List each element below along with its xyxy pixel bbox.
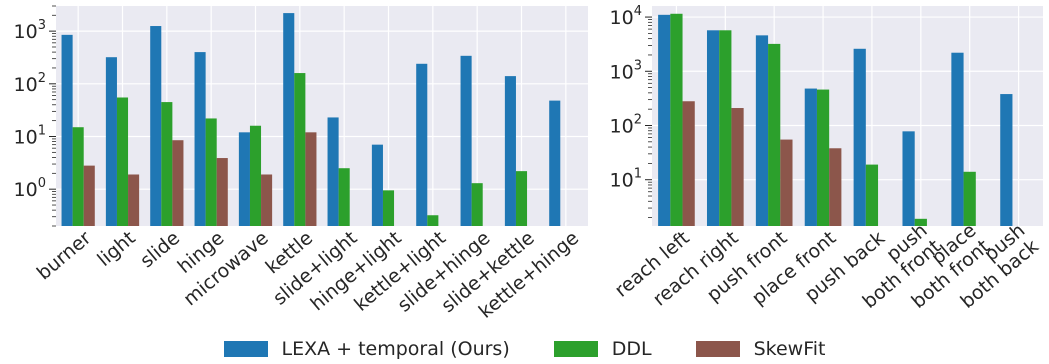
x-tick-label: light [93, 227, 139, 271]
bar-lexa-temporal-ours--slide-kettle [504, 76, 516, 226]
bar-lexa-temporal-ours--slide [150, 26, 162, 227]
bar-skewfit-hinge [216, 158, 228, 226]
legend-item-skewfit: SkewFit [695, 338, 826, 360]
bar-ddl-reach-right [719, 30, 732, 227]
legend-label-skewfit: SkewFit [753, 338, 826, 360]
y-tick-label: 103 [610, 58, 642, 83]
bar-lexa-temporal-ours--burner [61, 34, 73, 226]
bar-ddl-hinge-light [382, 190, 395, 226]
bar-ddl-hinge [205, 118, 217, 226]
legend-swatch-skewfit [695, 341, 740, 357]
bar-ddl-burner [72, 127, 84, 226]
legend: LEXA + temporal (Ours) DDL SkewFit [0, 334, 1049, 364]
bar-ddl-slide [161, 102, 173, 226]
legend-swatch-ddl [553, 341, 598, 357]
bar-lexa-temporal-ours--push-both-back [1000, 94, 1013, 226]
bar-ddl-light [116, 97, 129, 227]
bar-skewfit-push-front [780, 139, 793, 226]
y-tick-label: 101 [14, 123, 46, 148]
bar-lexa-temporal-ours--slide-hinge [460, 55, 472, 227]
bar-lexa-temporal-ours--reach-right [706, 30, 720, 227]
bar-ddl-kettle [294, 73, 306, 226]
bar-lexa-temporal-ours--kettle [283, 13, 295, 226]
y-tick-label: 102 [14, 71, 46, 96]
legend-label-lexa: LEXA + temporal (Ours) [281, 338, 510, 360]
bar-ddl-slide-light [338, 168, 350, 226]
bar-ddl-kettle-light [427, 215, 439, 226]
bar-lexa-temporal-ours--hinge-light [371, 144, 383, 226]
bar-skewfit-place-front [829, 148, 842, 226]
y-tick-label: 100 [14, 176, 46, 201]
bar-lexa-temporal-ours--push-back [853, 48, 866, 226]
bar-skewfit-reach-right [731, 108, 744, 226]
bar-ddl-slide-kettle [515, 171, 528, 226]
legend-label-ddl: DDL [611, 338, 652, 360]
bar-lexa-temporal-ours--kettle-light [416, 63, 428, 227]
bar-ddl-push-both-front [914, 218, 927, 226]
bar-skewfit-reach-left [682, 101, 695, 226]
bar-ddl-place-both-front [963, 171, 976, 226]
bar-ddl-slide-hinge [471, 183, 483, 226]
bar-skewfit-kettle [305, 132, 317, 226]
x-tick-label: burner [33, 227, 96, 285]
bar-skewfit-burner [83, 165, 95, 226]
bar-ddl-reach-left [670, 13, 683, 227]
y-tick-label: 104 [610, 4, 642, 29]
left-bar-chart: 100101102103burnerlightslidehingemicrowa… [14, 5, 588, 323]
bar-lexa-temporal-ours--place-front [804, 88, 817, 226]
bar-lexa-temporal-ours--hinge [194, 52, 206, 226]
y-tick-label: 103 [14, 18, 46, 43]
legend-item-lexa: LEXA + temporal (Ours) [223, 338, 510, 360]
bar-ddl-push-back [865, 164, 879, 226]
legend-item-ddl: DDL [553, 338, 652, 360]
bar-lexa-temporal-ours--reach-left [658, 14, 671, 227]
bar-lexa-temporal-ours--push-both-front [902, 131, 915, 226]
y-tick-label: 101 [610, 167, 642, 192]
bar-lexa-temporal-ours--microwave [238, 132, 250, 226]
bar-ddl-microwave [249, 125, 262, 226]
bar-lexa-temporal-ours--push-front [755, 35, 769, 226]
bar-skewfit-light [128, 174, 140, 226]
bar-lexa-temporal-ours--kettle-hinge [549, 100, 561, 226]
y-tick-label: 102 [610, 112, 642, 137]
bar-skewfit-microwave [261, 174, 273, 226]
legend-swatch-lexa [223, 341, 268, 357]
bar-lexa-temporal-ours--light [105, 57, 117, 226]
bar-ddl-place-front [816, 89, 830, 226]
bar-lexa-temporal-ours--place-both-front [951, 52, 964, 226]
bar-ddl-push-front [768, 43, 781, 226]
bar-skewfit-slide [172, 140, 184, 226]
bar-lexa-temporal-ours--slide-light [327, 117, 339, 226]
